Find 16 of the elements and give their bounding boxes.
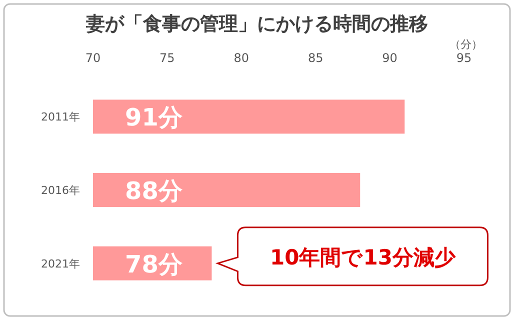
x-tick-label: 85 [308,51,324,65]
data-label: 91分 [125,104,184,132]
data-label: 78分 [125,250,184,278]
y-tick-label: 2016年 [41,184,80,197]
data-label: 88分 [125,177,184,205]
y-tick-label: 2021年 [41,257,80,270]
x-axis-title: （分） [450,38,482,51]
x-tick-label: 80 [234,51,250,65]
x-tick-label: 70 [85,51,101,65]
annotation: 10年間で13分減少 [270,245,456,270]
chart-title: 妻が「食事の管理」にかける時間の推移 [85,13,428,35]
x-tick-label: 75 [160,51,175,65]
x-tick-label: 90 [382,51,398,65]
x-tick-label: 95 [456,51,472,65]
callout: 10年間で13分減少 [216,226,488,286]
y-tick-label: 2011年 [41,110,80,124]
